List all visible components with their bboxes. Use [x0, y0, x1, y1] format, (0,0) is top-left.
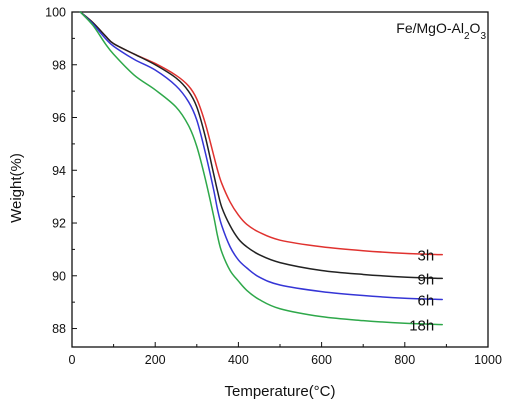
x-tick-label: 600 [311, 353, 332, 367]
y-axis-ticks: 88 90 92 94 96 98 100 [45, 6, 77, 336]
series-line-9h [79, 11, 443, 280]
y-tick-label: 96 [52, 111, 66, 125]
series-label-9h: 9h [418, 271, 435, 288]
x-tick-label: 1000 [474, 353, 502, 367]
series-line-6h [79, 11, 443, 301]
annotation-sub1: 2 [464, 31, 470, 42]
y-tick-label: 92 [52, 217, 66, 231]
series-label-layer: 3h 9h 6h 18h [409, 248, 434, 335]
y-tick-label: 100 [45, 6, 66, 20]
y-tick-label: 88 [52, 322, 66, 336]
series-line-18h [79, 11, 443, 326]
x-axis-ticks: 0 200 400 600 800 1000 [69, 342, 502, 367]
series-label-3h: 3h [418, 248, 435, 265]
annotation-mid: O [470, 20, 481, 36]
series-layer [79, 11, 443, 326]
y-tick-label: 94 [52, 164, 66, 178]
series-label-6h: 6h [418, 293, 435, 310]
annotation-base: Fe/MgO-Al [396, 20, 464, 36]
x-tick-label: 0 [69, 353, 76, 367]
annotation-sub2: 3 [480, 31, 486, 42]
x-tick-label: 800 [394, 353, 415, 367]
series-label-18h: 18h [409, 318, 434, 335]
y-tick-label: 90 [52, 269, 66, 283]
x-tick-label: 400 [228, 353, 249, 367]
y-tick-label: 98 [52, 58, 66, 72]
x-axis-title: Temperature(°C) [224, 383, 335, 400]
x-tick-label: 200 [145, 353, 166, 367]
sample-annotation: Fe/MgO-Al2O3 [396, 20, 486, 42]
y-axis-title: Weight(%) [8, 153, 25, 223]
